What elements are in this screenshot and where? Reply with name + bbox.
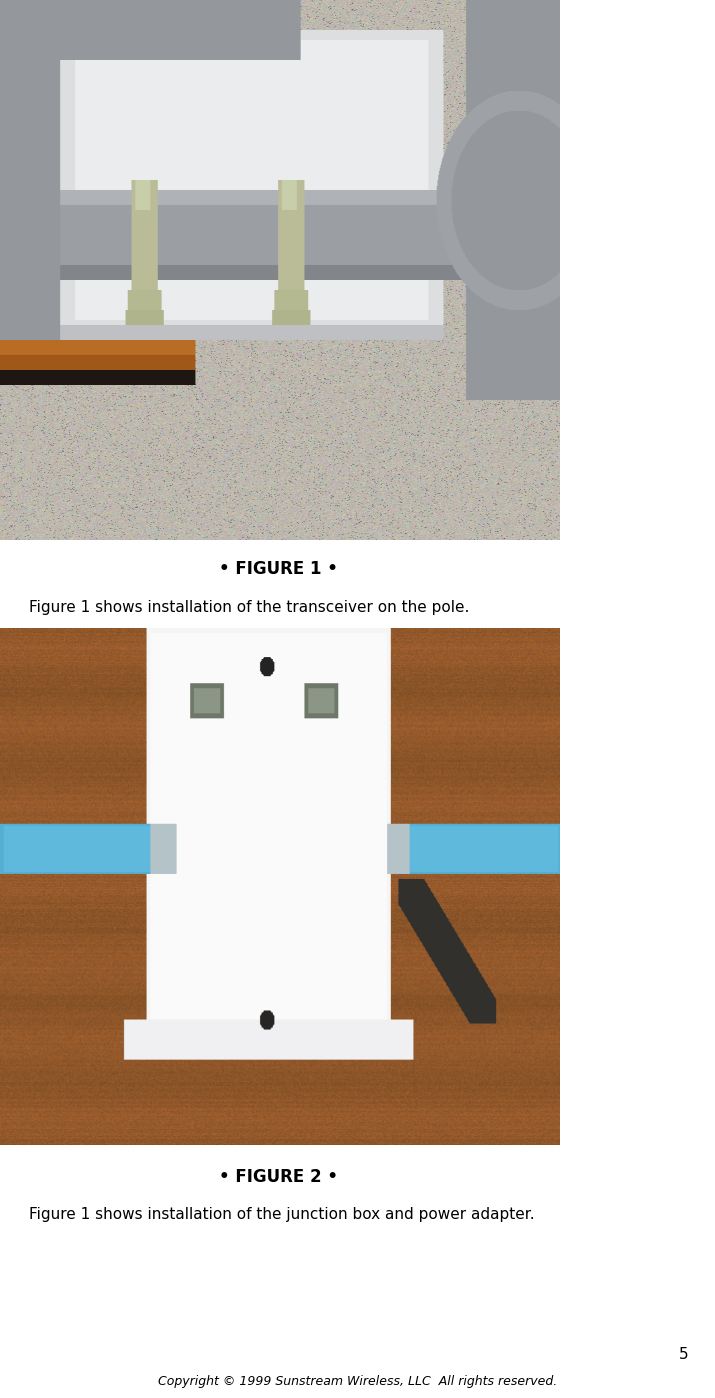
Text: 5: 5 (679, 1348, 689, 1362)
Text: • FIGURE 2 •: • FIGURE 2 • (220, 1167, 338, 1186)
Text: Figure 1 shows installation of the transceiver on the pole.: Figure 1 shows installation of the trans… (29, 600, 469, 615)
Text: • FIGURE 1 •: • FIGURE 1 • (220, 561, 338, 577)
Text: Figure 1 shows installation of the junction box and power adapter.: Figure 1 shows installation of the junct… (29, 1206, 534, 1222)
Text: Copyright © 1999 Sunstream Wireless, LLC  All rights reserved.: Copyright © 1999 Sunstream Wireless, LLC… (158, 1376, 557, 1388)
